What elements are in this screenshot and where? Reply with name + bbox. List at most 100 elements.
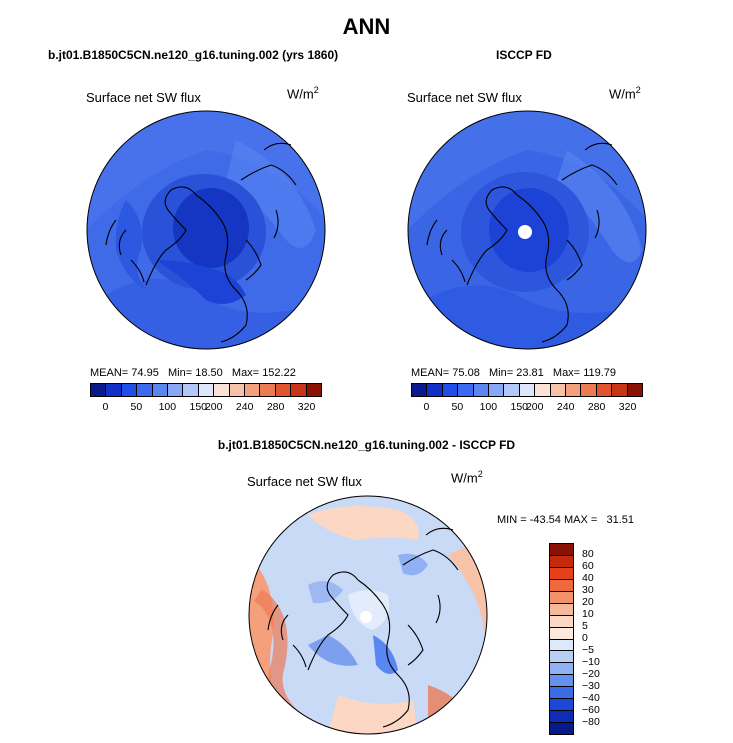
main-title: ANN — [342, 14, 391, 39]
units-label: W/m2 — [451, 469, 483, 486]
colorbar-swatch — [596, 384, 613, 396]
colorbar-tick-label: 0 — [102, 401, 109, 413]
colorbar-swatch — [245, 384, 261, 396]
colorbar-tick-label: 280 — [266, 401, 285, 413]
colorbar-swatch — [427, 384, 443, 396]
colorbar-swatch — [550, 544, 573, 556]
colorbar-tick-label: 30 — [582, 584, 594, 596]
colorbar-swatch — [550, 555, 573, 568]
colorbar-swatch — [550, 711, 573, 724]
polar-map-model — [86, 110, 326, 350]
colorbar-diff — [549, 543, 574, 735]
colorbar-tick-label: −20 — [582, 668, 600, 680]
colorbar-swatch — [566, 384, 582, 396]
colorbar-swatch — [550, 639, 573, 652]
stats-obs: MEAN= 75.08 Min= 23.81 Max= 119.79 — [411, 367, 617, 379]
colorbar-tick-label: 100 — [158, 401, 177, 413]
colorbar-swatch — [550, 591, 573, 604]
colorbar-swatch — [519, 384, 536, 396]
colorbar-swatch — [198, 384, 215, 396]
colorbar-tick-label: 200 — [525, 401, 544, 413]
colorbar-swatch — [442, 384, 459, 396]
colorbar-tick-label: 50 — [451, 401, 464, 413]
colorbar-swatch — [152, 384, 169, 396]
colorbar-swatch — [260, 384, 276, 396]
colorbar-swatch — [550, 384, 567, 396]
stats-model: MEAN= 74.95 Min= 18.50 Max= 152.22 — [90, 367, 296, 379]
colorbar-tick-label: 10 — [582, 608, 594, 620]
panel-title-model: b.jt01.B1850C5CN.ne120_g16.tuning.002 (y… — [48, 48, 339, 62]
variable-label: Surface net SW flux — [407, 90, 522, 105]
colorbar-swatch — [458, 384, 474, 396]
colorbar-swatch — [412, 384, 428, 396]
colorbar-tick-label: −5 — [582, 644, 594, 656]
stats-diff: MIN = -43.54 MAX = 31.51 — [497, 514, 635, 526]
colorbar-tick-label: 40 — [582, 572, 594, 584]
colorbar-tick-label: 60 — [582, 560, 594, 572]
panel-title-diff: b.jt01.B1850C5CN.ne120_g16.tuning.002 - … — [217, 438, 516, 452]
colorbar-ticks-model: 0 50 100 150 200 240 280 320 — [90, 401, 322, 415]
colorbar-tick-label: −60 — [582, 704, 600, 716]
colorbar-model — [90, 383, 322, 397]
colorbar-swatch — [306, 384, 322, 396]
variable-label: Surface net SW flux — [86, 90, 201, 105]
colorbar-swatch — [489, 384, 505, 396]
colorbar-tick-label: 80 — [582, 548, 594, 560]
colorbar-tick-label: 0 — [582, 632, 588, 644]
colorbar-swatch — [550, 651, 573, 664]
colorbar-swatch — [550, 627, 573, 640]
colorbar-ticks-diff: 80 60 40 30 20 10 5 0 −5 −10 −20 −30 −40 −60 −80 — [582, 543, 622, 735]
colorbar-swatch — [168, 384, 184, 396]
colorbar-tick-label: 20 — [582, 596, 594, 608]
colorbar-tick-label: −30 — [582, 680, 600, 692]
colorbar-swatch — [504, 384, 520, 396]
colorbar-swatch — [627, 384, 643, 396]
colorbar-swatch — [550, 699, 573, 712]
colorbar-tick-label: 50 — [130, 401, 143, 413]
polar-map-difference — [248, 495, 488, 735]
colorbar-tick-label: −10 — [582, 656, 600, 668]
colorbar-swatch — [535, 384, 551, 396]
colorbar-swatch — [291, 384, 307, 396]
colorbar-swatch — [214, 384, 230, 396]
colorbar-swatch — [106, 384, 122, 396]
colorbar-ticks-obs: 0 50 100 150 200 240 280 320 — [411, 401, 643, 415]
colorbar-swatch — [473, 384, 490, 396]
colorbar-swatch — [183, 384, 199, 396]
colorbar-tick-label: −40 — [582, 692, 600, 704]
colorbar-tick-label: 320 — [618, 401, 637, 413]
colorbar-tick-label: 320 — [297, 401, 316, 413]
missing-data-hole — [360, 611, 372, 623]
colorbar-swatch — [550, 687, 573, 700]
colorbar-swatch — [550, 603, 573, 616]
colorbar-swatch — [91, 384, 107, 396]
colorbar-swatch — [275, 384, 292, 396]
variable-label: Surface net SW flux — [247, 474, 362, 489]
units-label: W/m2 — [287, 85, 319, 102]
colorbar-swatch — [550, 723, 573, 734]
colorbar-swatch — [137, 384, 153, 396]
units-label: W/m2 — [609, 85, 641, 102]
colorbar-obs — [411, 383, 643, 397]
colorbar-tick-label: −80 — [582, 716, 600, 728]
colorbar-tick-label: 100 — [479, 401, 498, 413]
panel-title-obs: ISCCP FD — [496, 48, 552, 62]
polar-map-obs — [407, 110, 647, 350]
colorbar-tick-label: 150 — [189, 401, 208, 413]
colorbar-tick-label: 150 — [510, 401, 529, 413]
colorbar-swatch — [550, 579, 573, 592]
colorbar-tick-label: 5 — [582, 620, 588, 632]
colorbar-swatch — [612, 384, 628, 396]
colorbar-tick-label: 200 — [204, 401, 223, 413]
colorbar-swatch — [121, 384, 138, 396]
colorbar-tick-label: 280 — [587, 401, 606, 413]
colorbar-swatch — [550, 567, 573, 580]
missing-data-hole — [518, 225, 532, 239]
colorbar-tick-label: 240 — [235, 401, 254, 413]
colorbar-tick-label: 0 — [423, 401, 430, 413]
colorbar-swatch — [229, 384, 246, 396]
colorbar-tick-label: 240 — [556, 401, 575, 413]
colorbar-swatch — [550, 615, 573, 628]
colorbar-swatch — [550, 663, 573, 676]
colorbar-swatch — [581, 384, 597, 396]
